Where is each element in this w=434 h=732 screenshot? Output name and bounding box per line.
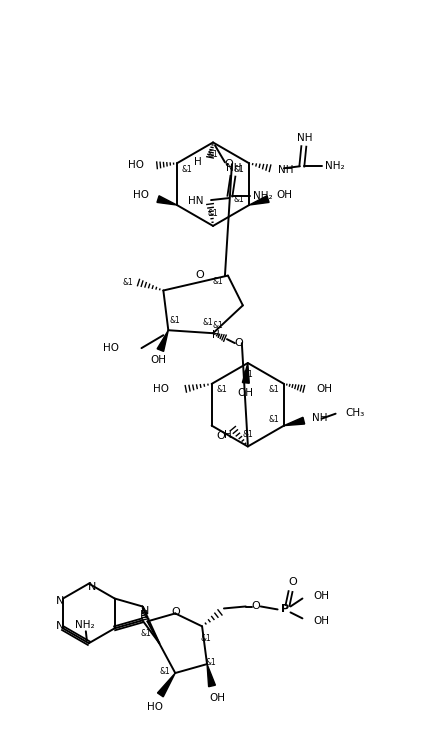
- Text: &1: &1: [207, 209, 218, 218]
- Text: N: N: [56, 597, 64, 607]
- Text: N: N: [87, 582, 96, 591]
- Text: P: P: [281, 605, 289, 614]
- Polygon shape: [207, 664, 215, 687]
- Text: NH: NH: [277, 165, 293, 175]
- Text: NH₂: NH₂: [252, 191, 272, 201]
- Text: OH: OH: [150, 355, 166, 365]
- Text: H: H: [224, 430, 231, 439]
- Text: N: N: [140, 610, 148, 621]
- Polygon shape: [157, 330, 168, 351]
- Text: &1: &1: [205, 657, 216, 667]
- Text: O: O: [216, 430, 225, 441]
- Text: CH₃: CH₃: [345, 408, 364, 418]
- Text: &1: &1: [212, 321, 223, 329]
- Text: OH: OH: [275, 190, 291, 200]
- Text: O: O: [287, 577, 296, 586]
- Text: HO: HO: [128, 160, 144, 171]
- Text: &1: &1: [268, 385, 278, 395]
- Text: OH: OH: [316, 384, 332, 394]
- Text: &1: &1: [207, 150, 218, 159]
- Text: OH: OH: [237, 388, 253, 397]
- Text: &1: &1: [202, 318, 212, 327]
- Text: &1: &1: [268, 415, 278, 424]
- Text: &1: &1: [242, 430, 253, 439]
- Text: O: O: [171, 608, 180, 617]
- Text: NH₂: NH₂: [75, 620, 95, 630]
- Polygon shape: [283, 417, 304, 425]
- Text: &1: &1: [233, 165, 243, 173]
- Text: &1: &1: [181, 165, 192, 173]
- Text: NH₂: NH₂: [324, 161, 344, 171]
- Text: O: O: [195, 269, 204, 280]
- Text: N: N: [141, 606, 149, 616]
- Text: &1: &1: [242, 370, 253, 379]
- Text: &1: &1: [200, 634, 211, 643]
- Text: NH: NH: [226, 163, 241, 173]
- Text: O: O: [234, 338, 243, 348]
- Polygon shape: [157, 195, 177, 205]
- Text: NH: NH: [311, 413, 326, 422]
- Text: O: O: [224, 160, 233, 169]
- Text: HO: HO: [153, 384, 168, 394]
- Text: OH: OH: [208, 693, 224, 703]
- Text: HO: HO: [147, 702, 163, 712]
- Text: &1: &1: [216, 385, 227, 395]
- Text: &1: &1: [170, 316, 180, 325]
- Text: &1: &1: [140, 629, 151, 638]
- Text: &1: &1: [122, 278, 133, 287]
- Text: OH: OH: [312, 591, 329, 600]
- Text: H: H: [212, 330, 219, 340]
- Text: OH: OH: [312, 616, 329, 627]
- Text: &1: &1: [233, 195, 243, 203]
- Text: O: O: [251, 602, 260, 611]
- Text: HO: HO: [133, 190, 149, 200]
- Text: H: H: [194, 157, 202, 168]
- Text: &1: &1: [160, 667, 170, 676]
- Polygon shape: [242, 363, 249, 384]
- Text: &1: &1: [212, 277, 223, 286]
- Text: HO: HO: [102, 343, 118, 353]
- Text: N: N: [56, 621, 64, 631]
- Polygon shape: [157, 673, 175, 697]
- Text: NH: NH: [296, 133, 312, 143]
- Polygon shape: [249, 195, 269, 205]
- Text: HN: HN: [187, 196, 203, 206]
